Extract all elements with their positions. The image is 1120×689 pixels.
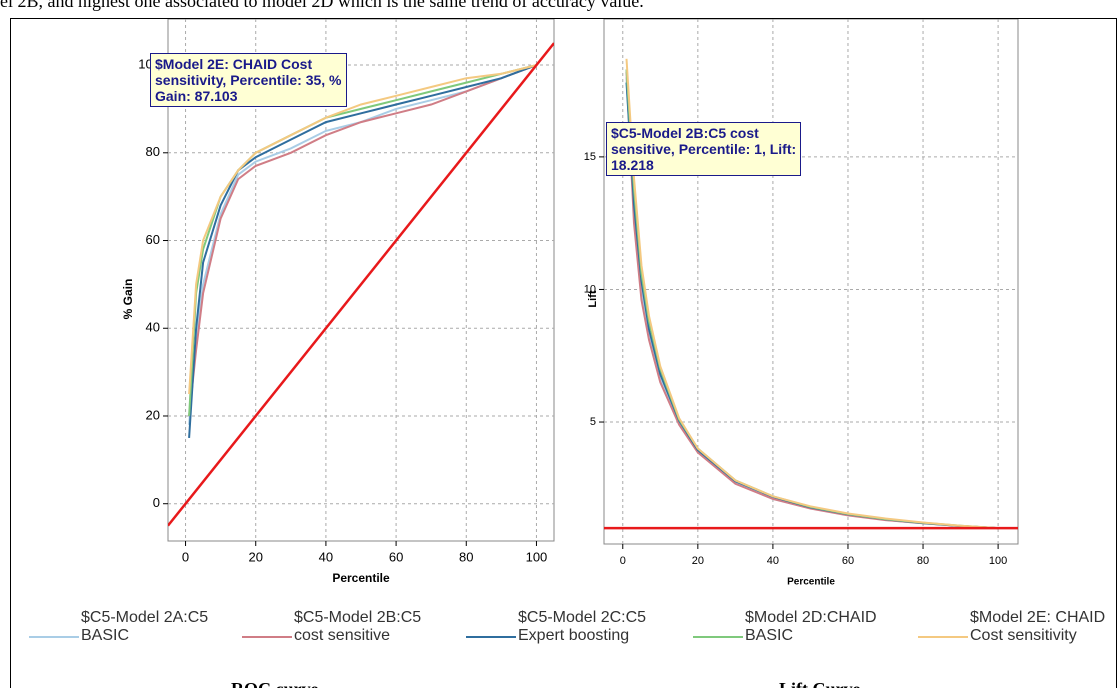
series-line — [188, 64, 537, 417]
tooltip-line: Gain: 87.103 — [155, 88, 238, 104]
legend-entry: $C5-Model 2B:C5 cost sensitive — [242, 609, 444, 645]
tooltip-line: 18.218 — [611, 157, 654, 173]
tooltip: $Model 2E: CHAID Cost sensitivity, Percen… — [150, 53, 347, 107]
legend-entry: $C5-Model 2C:C5 Expert boosting — [466, 609, 668, 645]
y-axis-label: Lift — [587, 290, 599, 307]
legend-swatch — [466, 636, 516, 638]
x-tick-label: 0 — [620, 555, 626, 567]
series-line — [188, 64, 537, 438]
charts: 020406080100020406080100Percentile% Gain… — [121, 19, 1019, 588]
y-tick-label: 10 — [584, 283, 596, 295]
legend-entry: $C5-Model 2A:C5 BASIC — [29, 609, 231, 645]
legend-swatch — [918, 636, 968, 638]
series-line — [188, 64, 537, 395]
x-tick-label: 40 — [319, 549, 333, 564]
x-tick-label: 80 — [917, 555, 929, 567]
legend-swatch — [693, 636, 743, 638]
x-tick-label: 20 — [692, 555, 704, 567]
y-tick-label: 60 — [146, 232, 160, 247]
tooltip-line: sensitive, Percentile: 1, Lift: — [611, 141, 797, 157]
x-tick-label: 0 — [182, 549, 189, 564]
y-tick-label: 20 — [146, 407, 160, 422]
tooltip-line: $C5-Model 2B:C5 cost — [611, 125, 759, 141]
tooltip-line: sensitivity, Percentile: 35, % — [155, 72, 342, 88]
y-axis-label: % Gain — [121, 279, 135, 320]
plot-area — [603, 19, 1019, 545]
y-tick-label: 5 — [590, 416, 596, 428]
legend-swatch — [29, 636, 79, 638]
x-tick-label: 80 — [459, 549, 473, 564]
x-axis-label: Percentile — [332, 571, 390, 585]
x-tick-label: 100 — [526, 549, 548, 564]
y-tick-label: 80 — [146, 144, 160, 159]
x-tick-label: 60 — [842, 555, 854, 567]
chart-caption: ROC curve — [231, 679, 318, 688]
header-text: el 2B, and highest one associated to mod… — [0, 0, 644, 11]
x-axis-label: Percentile — [787, 577, 835, 588]
x-tick-label: 60 — [389, 549, 403, 564]
x-tick-label: 20 — [248, 549, 262, 564]
x-tick-label: 100 — [989, 555, 1007, 567]
series-line — [625, 58, 999, 530]
tooltip: $C5-Model 2B:C5 cost sensitive, Percentil… — [606, 122, 802, 176]
x-tick-label: 40 — [767, 555, 779, 567]
y-tick-label: 15 — [584, 151, 596, 163]
tooltip-line: $Model 2E: CHAID Cost — [155, 56, 313, 72]
reference-line — [168, 42, 554, 527]
y-tick-label: 0 — [153, 495, 160, 510]
chart-caption: Lift Curve — [779, 679, 860, 688]
y-tick-label: 40 — [146, 320, 160, 335]
legend-swatch — [242, 636, 292, 638]
legend-entry: $Model 2D:CHAID BASIC — [693, 609, 895, 645]
legend-entry: $Model 2E: CHAID Cost sensitivity — [918, 609, 1116, 645]
figure-frame: 020406080100020406080100Percentile% Gain… — [10, 18, 1117, 688]
